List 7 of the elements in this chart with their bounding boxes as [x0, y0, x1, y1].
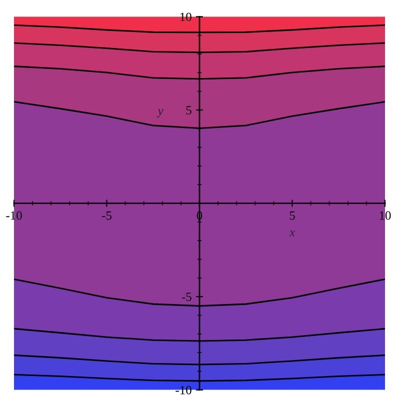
y-tick-label: -5 — [182, 292, 192, 302]
x-tick-label: 5 — [290, 211, 295, 220]
y-tick-label: 5 — [186, 106, 192, 114]
y-axis-title: y — [156, 109, 164, 118]
x-tick-label: -5 — [102, 211, 112, 220]
x-axis-title: x — [289, 230, 295, 236]
x-tick-label: -10 — [6, 211, 22, 220]
